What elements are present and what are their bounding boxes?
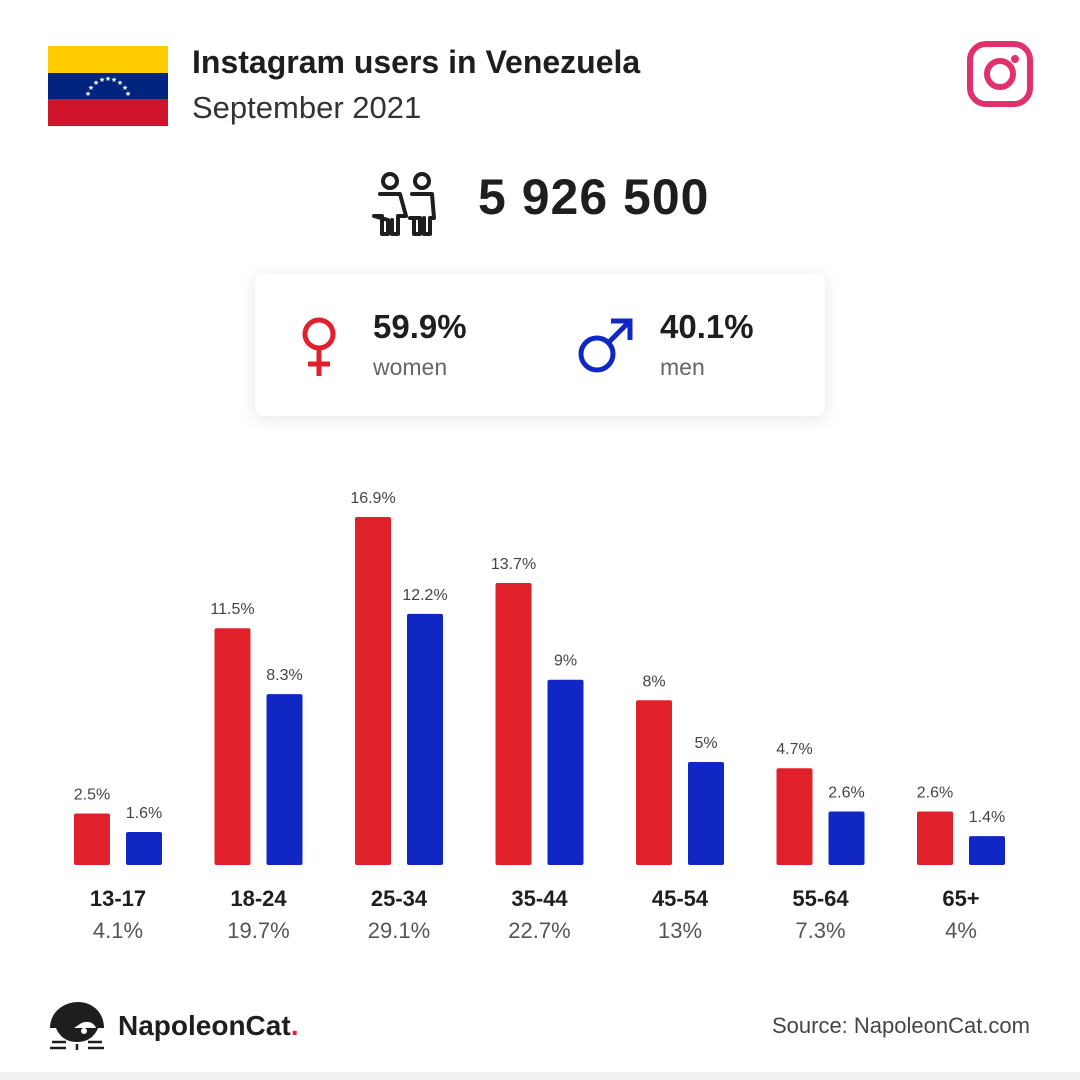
svg-text:★: ★ bbox=[125, 90, 131, 98]
bar-value-label: 2.5% bbox=[74, 787, 110, 804]
page-subtitle: September 2021 bbox=[192, 90, 422, 125]
age-group-label: 35-44 bbox=[511, 886, 568, 911]
age-gender-bar-chart: 2.5% 1.6% 13-17 4.1% 11.5% 8.3% 18-24 19.7% 16.9… bbox=[74, 490, 1005, 943]
svg-text:★: ★ bbox=[93, 79, 99, 87]
age-group-total: 7.3% bbox=[795, 918, 845, 943]
bar-women-13-17 bbox=[74, 813, 110, 865]
age-group-label: 45-54 bbox=[652, 886, 709, 911]
bar-value-label: 2.6% bbox=[828, 784, 864, 801]
total-users-count: 5 926 500 bbox=[478, 169, 710, 225]
gender-split-card: 59.9% women 40.1% men bbox=[255, 274, 825, 416]
bar-value-label: 12.2% bbox=[402, 587, 447, 604]
age-group-label: 65+ bbox=[942, 886, 979, 911]
bar-women-65+ bbox=[917, 811, 953, 865]
bar-men-45-54 bbox=[688, 762, 724, 865]
napoleoncat-logo-icon bbox=[50, 1002, 104, 1050]
svg-text:★: ★ bbox=[99, 76, 105, 84]
bar-value-label: 5% bbox=[694, 735, 717, 752]
bar-value-label: 16.9% bbox=[350, 490, 395, 507]
women-label: women bbox=[373, 354, 448, 380]
instagram-icon bbox=[967, 41, 1033, 107]
age-group-total: 13% bbox=[658, 918, 702, 943]
female-symbol-icon bbox=[302, 317, 336, 376]
age-group-label: 18-24 bbox=[230, 886, 287, 911]
bar-women-18-24 bbox=[214, 628, 251, 865]
age-group-total: 29.1% bbox=[368, 918, 430, 943]
bar-value-label: 4.7% bbox=[776, 741, 812, 758]
source-credit: Source: NapoleonCat.com bbox=[771, 1013, 1030, 1038]
bottom-divider bbox=[0, 1072, 1080, 1080]
bar-women-25-34 bbox=[355, 517, 391, 865]
bar-men-35-44 bbox=[547, 679, 584, 865]
men-label: men bbox=[660, 354, 705, 380]
bar-men-25-34 bbox=[407, 613, 443, 865]
bar-value-label: 9% bbox=[554, 653, 577, 670]
svg-text:★: ★ bbox=[105, 75, 111, 83]
bar-value-label: 1.6% bbox=[126, 805, 162, 822]
bar-women-35-44 bbox=[495, 582, 532, 865]
brand-name-text: NapoleonCat bbox=[118, 1010, 291, 1041]
page-title: Instagram users in Venezuela bbox=[192, 44, 641, 80]
age-group-total: 4.1% bbox=[93, 918, 143, 943]
venezuela-flag-icon: ★ ★ ★ ★ ★ ★ ★ ★ ★ bbox=[48, 46, 168, 126]
bar-value-label: 2.6% bbox=[917, 784, 953, 801]
bar-men-13-17 bbox=[126, 832, 162, 865]
age-group-total: 22.7% bbox=[508, 918, 570, 943]
svg-text:★: ★ bbox=[117, 79, 123, 87]
svg-text:★: ★ bbox=[88, 84, 94, 92]
bar-value-label: 11.5% bbox=[210, 601, 254, 618]
bar-value-label: 8% bbox=[642, 673, 665, 690]
svg-text:★: ★ bbox=[122, 84, 128, 92]
age-group-total: 19.7% bbox=[227, 918, 289, 943]
bar-men-18-24 bbox=[266, 694, 303, 865]
men-percent: 40.1% bbox=[660, 308, 754, 345]
bar-men-65+ bbox=[969, 836, 1005, 865]
brand-name: NapoleonCat. bbox=[118, 1010, 298, 1042]
bar-women-55-64 bbox=[776, 768, 813, 865]
svg-text:★: ★ bbox=[85, 90, 91, 98]
women-percent: 59.9% bbox=[373, 308, 467, 345]
male-symbol-icon bbox=[578, 318, 633, 373]
age-group-label: 55-64 bbox=[792, 886, 849, 911]
bar-value-label: 8.3% bbox=[266, 667, 302, 684]
people-icon bbox=[372, 172, 436, 236]
age-group-total: 4% bbox=[945, 918, 977, 943]
age-group-label: 13-17 bbox=[90, 886, 146, 911]
brand-dot: . bbox=[290, 1010, 299, 1041]
bar-value-label: 1.4% bbox=[969, 809, 1005, 826]
bar-men-55-64 bbox=[828, 811, 865, 865]
bar-women-45-54 bbox=[636, 700, 672, 865]
age-group-label: 25-34 bbox=[371, 886, 428, 911]
bar-value-label: 13.7% bbox=[491, 556, 536, 573]
svg-text:★: ★ bbox=[111, 76, 117, 84]
